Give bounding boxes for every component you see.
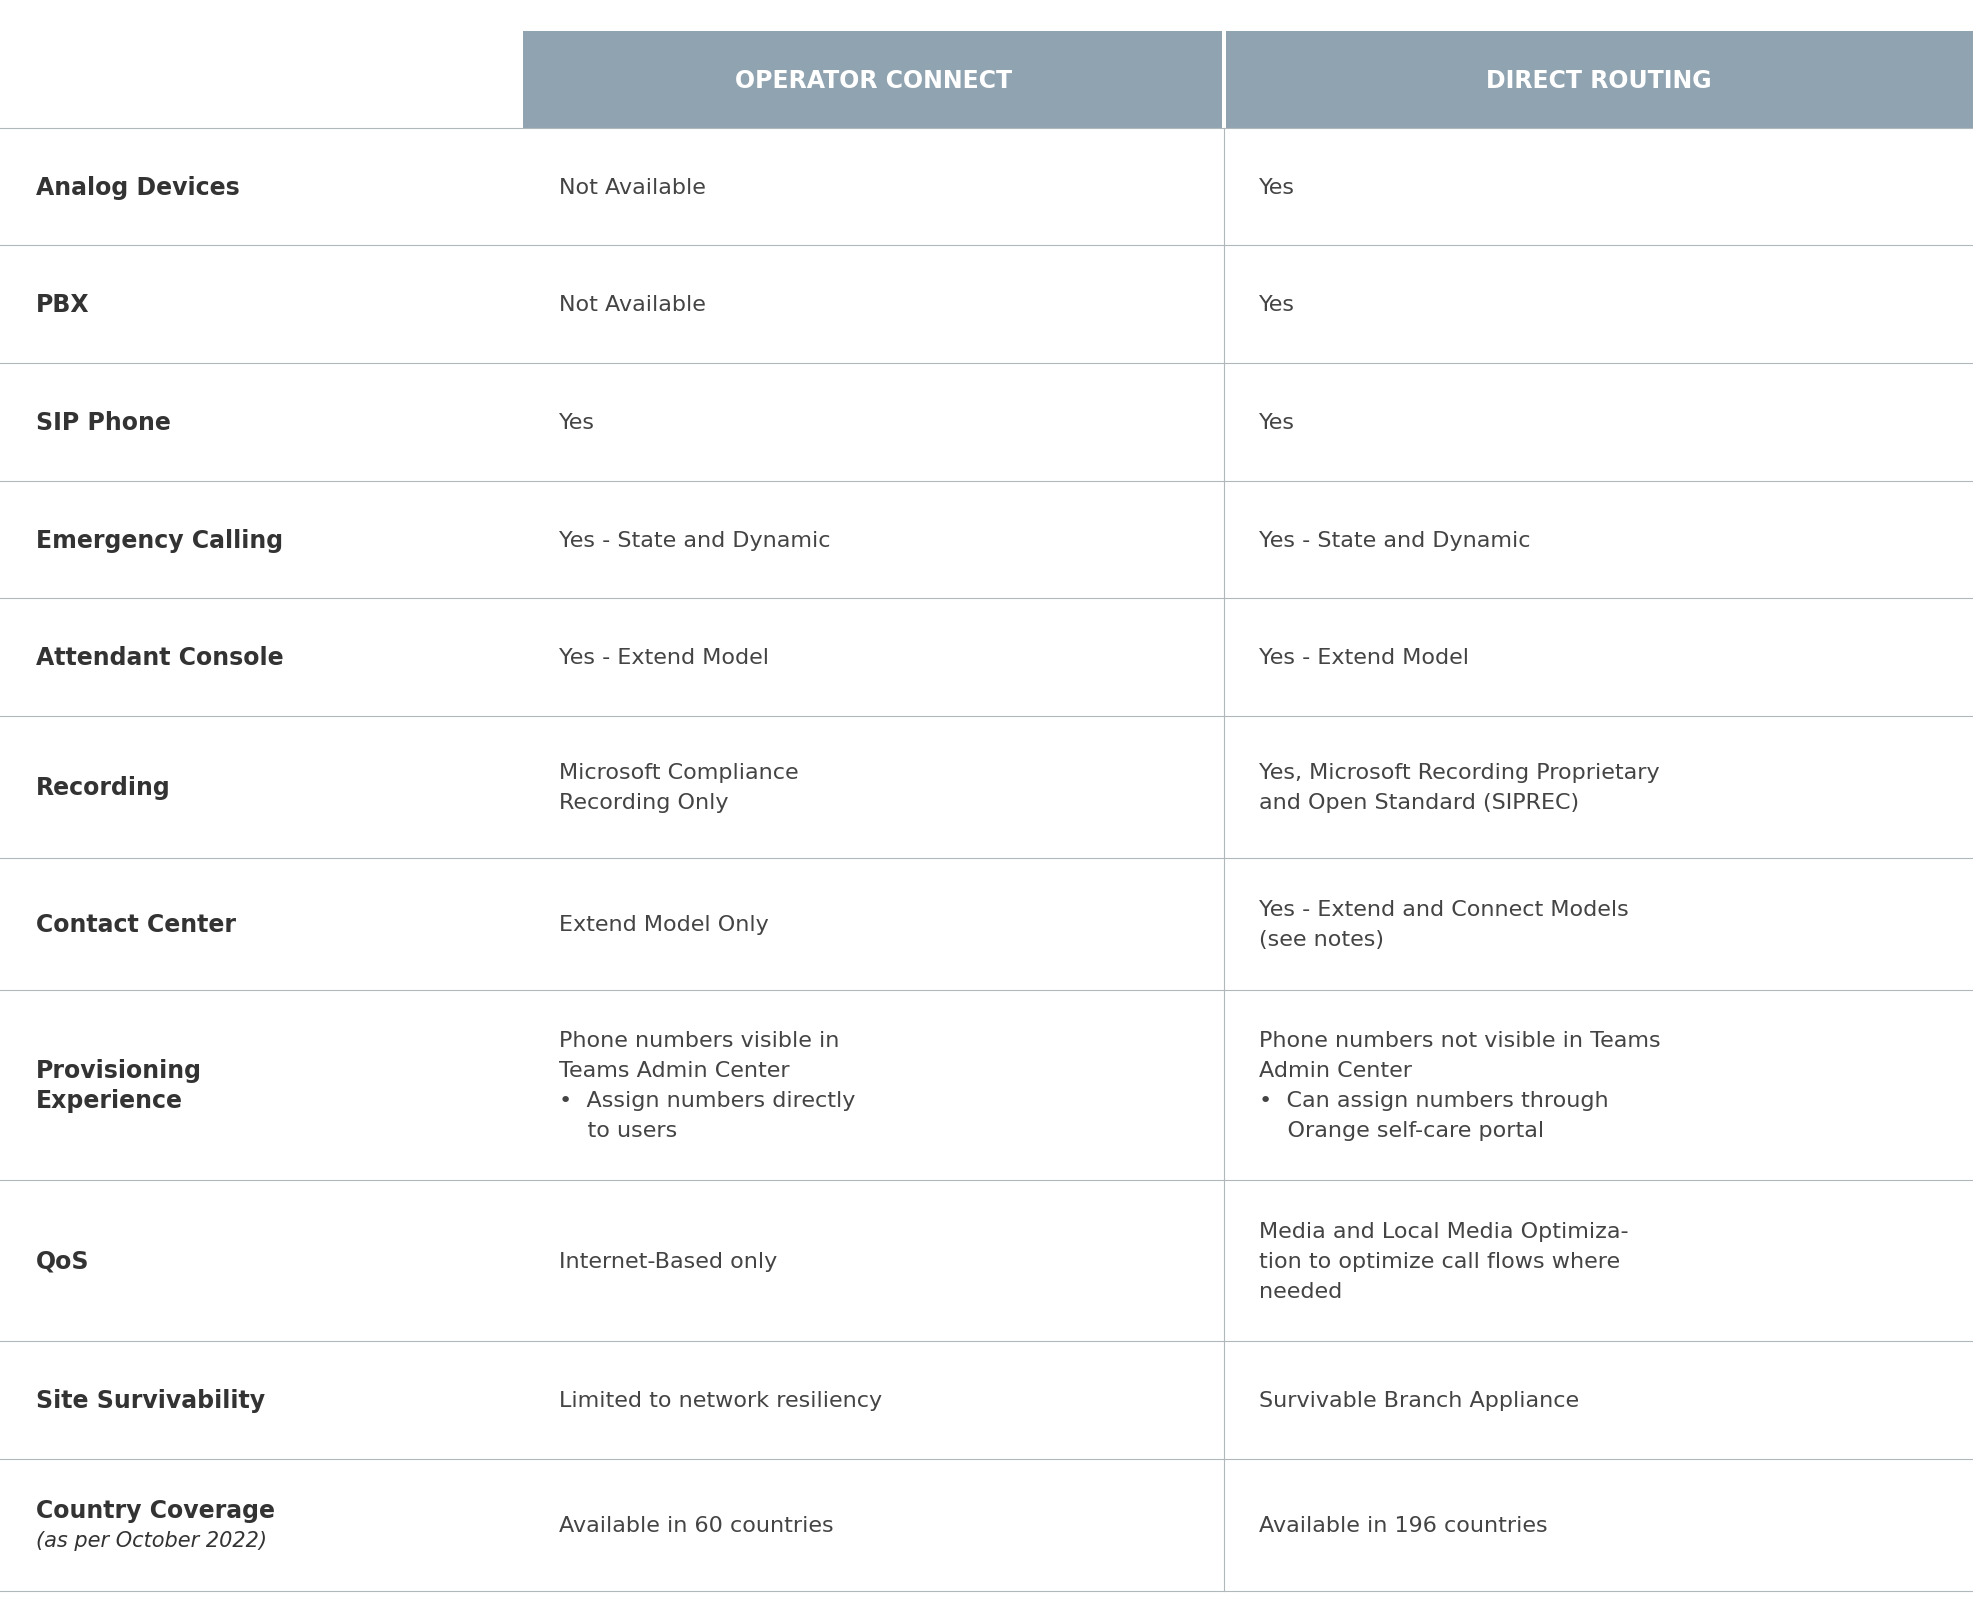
Text: Internet-Based only: Internet-Based only [558, 1250, 777, 1271]
Text: Limited to network resiliency: Limited to network resiliency [558, 1390, 882, 1409]
Text: DIRECT ROUTING: DIRECT ROUTING [1486, 69, 1711, 93]
Text: Emergency Calling: Emergency Calling [36, 529, 282, 553]
Text: Yes - Extend and Connect Models: Yes - Extend and Connect Models [1259, 900, 1628, 919]
Text: Yes - State and Dynamic: Yes - State and Dynamic [1259, 530, 1531, 550]
Text: Site Survivability: Site Survivability [36, 1388, 264, 1413]
Text: Yes: Yes [1259, 296, 1294, 315]
Text: PBX: PBX [36, 292, 89, 317]
Text: Survivable Branch Appliance: Survivable Branch Appliance [1259, 1390, 1578, 1409]
Text: Available in 60 countries: Available in 60 countries [558, 1515, 833, 1535]
Text: Recording: Recording [36, 776, 170, 799]
Bar [523, 32, 1221, 129]
Text: Extend Model Only: Extend Model Only [558, 914, 767, 934]
Text: Available in 196 countries: Available in 196 countries [1259, 1515, 1547, 1535]
Text: Admin Center: Admin Center [1259, 1061, 1413, 1080]
Text: Recording Only: Recording Only [558, 792, 728, 813]
Text: SIP Phone: SIP Phone [36, 411, 170, 434]
Text: Yes: Yes [558, 413, 594, 432]
Bar [0, 990, 1973, 1180]
Text: •  Can assign numbers through: • Can assign numbers through [1259, 1090, 1608, 1110]
Text: Phone numbers visible in: Phone numbers visible in [558, 1030, 839, 1051]
Text: needed: needed [1259, 1281, 1342, 1300]
Bar [0, 482, 1973, 599]
Text: Yes, Microsoft Recording Proprietary: Yes, Microsoft Recording Proprietary [1259, 762, 1659, 783]
Bar [0, 717, 1973, 858]
Bar [0, 1180, 1973, 1342]
Text: Orange self-care portal: Orange self-care portal [1259, 1120, 1543, 1141]
Bar [0, 129, 1973, 246]
Text: Media and Local Media Optimiza-: Media and Local Media Optimiza- [1259, 1221, 1628, 1241]
Bar [0, 599, 1973, 717]
Text: QoS: QoS [36, 1249, 89, 1273]
Text: OPERATOR CONNECT: OPERATOR CONNECT [734, 69, 1012, 93]
Text: Not Available: Not Available [558, 177, 704, 198]
Text: (as per October 2022): (as per October 2022) [36, 1530, 266, 1549]
Text: Microsoft Compliance: Microsoft Compliance [558, 762, 797, 783]
Text: Country Coverage: Country Coverage [36, 1498, 274, 1522]
Text: Phone numbers not visible in Teams: Phone numbers not visible in Teams [1259, 1030, 1659, 1051]
Text: •  Assign numbers directly: • Assign numbers directly [558, 1090, 854, 1110]
Text: tion to optimize call flows where: tion to optimize call flows where [1259, 1250, 1620, 1271]
Bar [1225, 32, 1973, 129]
Text: (see notes): (see notes) [1259, 929, 1383, 950]
Text: Yes - Extend Model: Yes - Extend Model [1259, 648, 1468, 669]
Text: Teams Admin Center: Teams Admin Center [558, 1061, 789, 1080]
Text: Yes - State and Dynamic: Yes - State and Dynamic [558, 530, 831, 550]
Text: Attendant Console: Attendant Console [36, 646, 282, 670]
Text: Analog Devices: Analog Devices [36, 175, 239, 199]
Text: to users: to users [558, 1120, 677, 1141]
Text: Contact Center: Contact Center [36, 913, 235, 937]
Bar [0, 1459, 1973, 1591]
Text: and Open Standard (SIPREC): and Open Standard (SIPREC) [1259, 792, 1578, 813]
Text: Provisioning: Provisioning [36, 1059, 201, 1082]
Bar [0, 363, 1973, 482]
Bar [0, 858, 1973, 990]
Text: Yes: Yes [1259, 413, 1294, 432]
Text: Not Available: Not Available [558, 296, 704, 315]
Bar [0, 1342, 1973, 1459]
Text: Yes: Yes [1259, 177, 1294, 198]
Text: Yes - Extend Model: Yes - Extend Model [558, 648, 767, 669]
Text: Experience: Experience [36, 1088, 182, 1112]
Bar [0, 246, 1973, 363]
